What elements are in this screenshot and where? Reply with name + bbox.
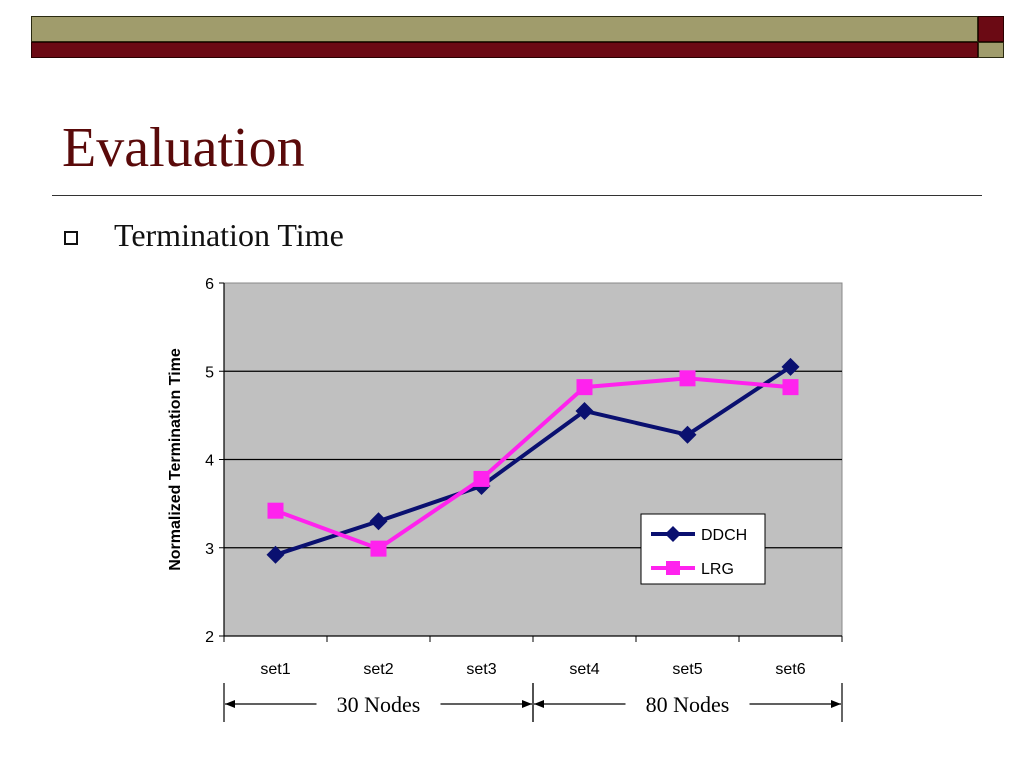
data-point-ddch [369, 512, 388, 531]
x-tick-label: set2 [363, 661, 393, 678]
x-tick-label: set1 [260, 661, 290, 678]
legend-marker-ddch [665, 526, 681, 542]
data-point-lrg [473, 470, 490, 487]
y-axis-label: Normalized Termination Time [167, 348, 184, 571]
series-line-lrg [274, 376, 791, 551]
data-point-lrg [576, 379, 593, 396]
data-point-ddch [781, 357, 800, 376]
data-point-ddch [678, 425, 697, 444]
slide-header-bar [0, 0, 1024, 60]
y-tick-label: 5 [205, 364, 214, 381]
x-tick-label: set3 [466, 661, 496, 678]
data-point-lrg [370, 540, 387, 557]
arrowhead-left-icon [534, 700, 544, 708]
x-tick-label: set6 [775, 661, 805, 678]
slide-title: Evaluation [62, 117, 305, 179]
x-tick-label: set5 [672, 661, 702, 678]
arrowhead-right-icon [522, 700, 532, 708]
header-red-square [978, 16, 1004, 42]
y-tick-label: 2 [205, 629, 214, 646]
y-tick-label: 4 [205, 453, 214, 470]
hollow-square-icon [64, 231, 78, 245]
arrowhead-right-icon [831, 700, 841, 708]
header-olive-band [31, 16, 978, 42]
group-label: 30 Nodes [337, 692, 421, 717]
legend-label: DDCH [701, 527, 747, 544]
legend-marker-lrg [666, 561, 680, 575]
header-olive-square [978, 42, 1004, 58]
series-line-ddch [274, 365, 792, 557]
data-point-lrg [782, 379, 799, 396]
group-label: 80 Nodes [646, 692, 730, 717]
legend-box [640, 513, 766, 585]
legend-label: LRG [701, 561, 734, 578]
title-divider [52, 195, 982, 196]
header-red-band [31, 42, 978, 58]
y-tick-label: 3 [205, 541, 214, 558]
data-point-ddch [575, 401, 594, 420]
data-point-lrg [679, 370, 696, 387]
data-point-ddch [266, 545, 285, 564]
data-point-lrg [267, 502, 284, 519]
arrowhead-left-icon [225, 700, 235, 708]
x-tick-label: set4 [569, 661, 599, 678]
y-tick-label: 6 [205, 276, 214, 293]
bullet-text: Termination Time [114, 217, 344, 253]
